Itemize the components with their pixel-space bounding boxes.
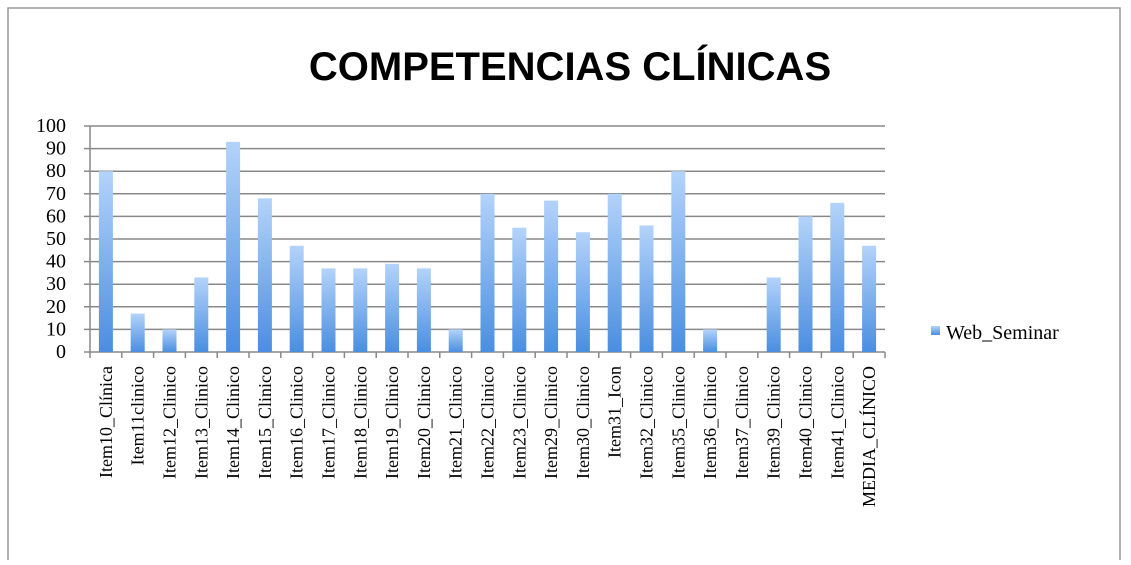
bar <box>321 268 336 352</box>
bar <box>194 277 209 352</box>
chart-title: COMPETENCIAS CLÍNICAS <box>309 44 831 89</box>
bar <box>703 329 718 352</box>
frame <box>7 7 1121 565</box>
x-tick-label: Item17_Clinico <box>319 366 339 479</box>
x-tick-label: Item16_Clinico <box>287 366 307 479</box>
y-tick-label: 50 <box>46 228 66 250</box>
bar <box>766 277 781 352</box>
legend-label: Web_Seminar <box>946 322 1059 344</box>
bar <box>575 232 590 352</box>
x-tick-label: Item35_Clinico <box>668 366 688 479</box>
x-tick-label: Item30_Clinico <box>573 366 593 479</box>
x-tick-label: Item22_Clinico <box>478 366 498 479</box>
x-tick-label: Item29_Clinico <box>541 366 561 479</box>
x-tick-label: Item11clinico <box>128 366 148 465</box>
y-tick-label: 0 <box>56 341 66 363</box>
y-tick-label: 10 <box>46 318 66 340</box>
bar <box>830 202 845 352</box>
bar <box>607 193 622 352</box>
bar <box>226 141 241 352</box>
y-tick-label: 20 <box>46 296 66 318</box>
x-tick-label: Item19_Clinico <box>382 366 402 479</box>
x-tick-label: Item15_Clinico <box>255 366 275 479</box>
bar <box>798 216 813 352</box>
bar <box>448 329 463 352</box>
y-tick-label: 40 <box>46 251 66 273</box>
bar <box>162 329 177 352</box>
x-tick-label: Item37_Clinico <box>732 366 752 479</box>
bar <box>130 313 145 352</box>
x-tick-label: Item23_Clinico <box>509 366 529 479</box>
y-tick-label: 90 <box>46 138 66 160</box>
x-tick-label: Item40_Clinico <box>796 366 816 479</box>
legend-swatch <box>931 326 940 335</box>
x-tick-label: Item20_Clinico <box>414 366 434 479</box>
x-tick-label: Item21_Clinico <box>446 366 466 479</box>
y-tick-label: 100 <box>36 115 66 137</box>
bar <box>416 268 431 352</box>
y-tick-label: 70 <box>46 183 66 205</box>
y-tick-label: 80 <box>46 160 66 182</box>
bar <box>671 171 686 352</box>
y-tick-label: 60 <box>46 205 66 227</box>
bar <box>257 198 272 352</box>
bar <box>98 171 113 352</box>
x-tick-label: Item36_Clinico <box>700 366 720 479</box>
bar <box>353 268 368 352</box>
bar <box>544 200 559 352</box>
y-tick-label: 30 <box>46 273 66 295</box>
bar <box>289 245 304 352</box>
x-tick-label: Item41_Clinico <box>827 366 847 479</box>
bar <box>639 225 654 352</box>
x-tick-label: Item31_Icon <box>605 366 625 458</box>
x-tick-label: Item14_Clinico <box>223 366 243 479</box>
x-tick-label: Item13_Clinico <box>191 366 211 479</box>
bar <box>480 193 495 352</box>
bar <box>512 227 527 352</box>
x-tick-label: MEDIA_CLÍNICO <box>858 366 879 507</box>
bar <box>862 245 877 352</box>
x-tick-label: Item10_Clínica <box>96 366 116 478</box>
x-tick-label: Item32_Clinico <box>637 366 657 479</box>
x-tick-label: Item39_Clinico <box>764 366 784 479</box>
bar <box>385 263 400 352</box>
x-tick-label: Item18_Clinico <box>350 366 370 479</box>
x-tick-label: Item12_Clinico <box>160 366 180 479</box>
